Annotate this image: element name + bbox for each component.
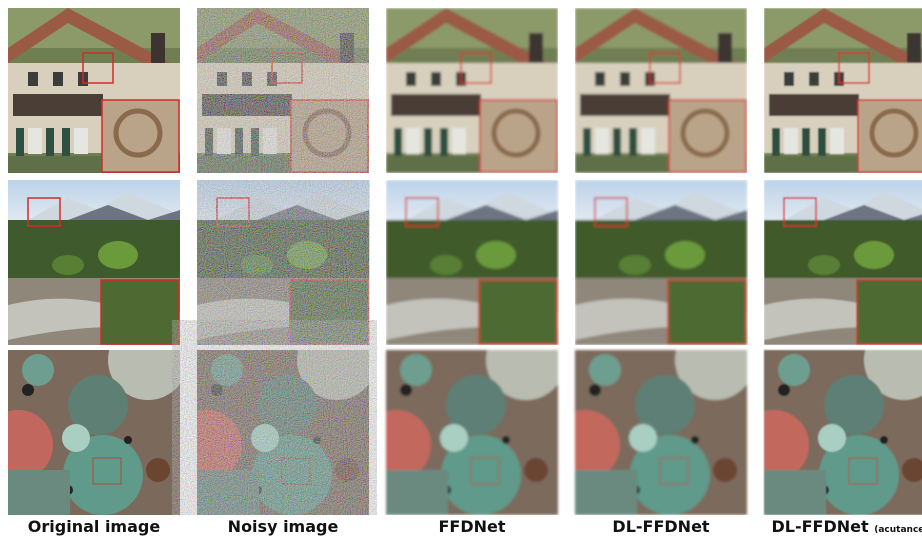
column-caption: DL-FFDNet	[612, 517, 710, 536]
image-panel	[386, 180, 558, 345]
image-column	[386, 8, 558, 515]
caption-label: DL-FFDNet	[612, 517, 710, 536]
image-panel	[764, 180, 922, 345]
column-caption: FFDNet	[438, 517, 505, 536]
caption-label: Original image	[28, 517, 161, 536]
image-column	[197, 8, 369, 515]
caption-label: FFDNet	[438, 517, 505, 536]
image-column	[764, 8, 922, 515]
column-caption: Original image	[28, 517, 161, 536]
image-panel	[197, 8, 369, 173]
image-panel	[8, 180, 180, 345]
image-panel	[8, 8, 180, 173]
image-panel	[386, 8, 558, 173]
caption-note: (acutance)	[874, 525, 922, 535]
image-panel	[575, 8, 747, 173]
column-caption: DL-FFDNet (acutance)	[772, 517, 922, 536]
column-caption: Noisy image	[228, 517, 339, 536]
image-panel	[764, 350, 922, 515]
caption-label: DL-FFDNet	[772, 517, 870, 536]
image-column	[575, 8, 747, 515]
image-panel	[197, 350, 369, 515]
image-panel	[8, 350, 180, 515]
caption-label: Noisy image	[228, 517, 339, 536]
image-panel	[197, 180, 369, 345]
image-panel	[575, 180, 747, 345]
image-panel	[386, 350, 558, 515]
image-panel	[764, 8, 922, 173]
image-panel	[575, 350, 747, 515]
image-column	[8, 8, 180, 515]
